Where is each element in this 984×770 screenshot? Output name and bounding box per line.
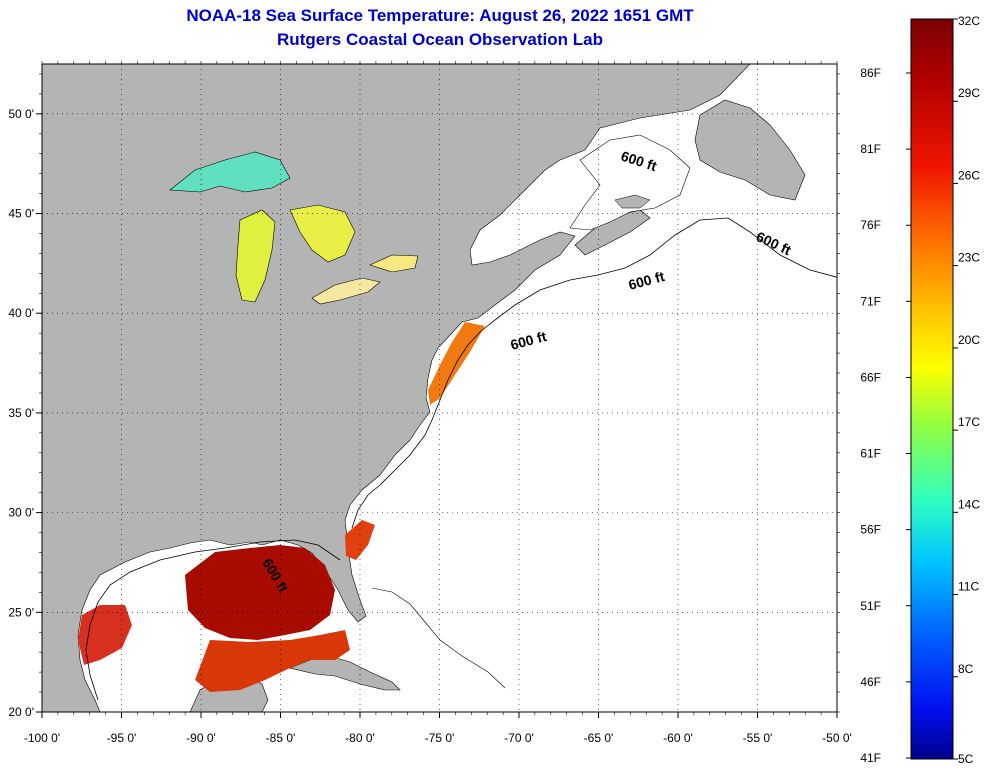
lon-tick-label: -50 0': [822, 731, 852, 745]
lon-tick-label: -60 0': [663, 731, 693, 745]
map-title: NOAA-18 Sea Surface Temperature: August …: [186, 6, 694, 25]
celsius-label: 5C: [958, 752, 974, 766]
lon-tick-label: -90 0': [186, 731, 216, 745]
fahrenheit-label: 81F: [860, 142, 881, 156]
lon-tick-label: -85 0': [266, 731, 296, 745]
lat-tick-label: 20 0': [8, 705, 34, 719]
north-america-land: [42, 64, 751, 712]
gulf-sst-dark: [185, 545, 335, 640]
depth-contour-bahamas: [371, 587, 506, 689]
lat-tick-label: 30 0': [8, 506, 34, 520]
lon-tick-label: -80 0': [345, 731, 375, 745]
fahrenheit-label: 76F: [860, 218, 881, 232]
lat-tick-label: 35 0': [8, 406, 34, 420]
graticule: [42, 64, 837, 712]
lake-michigan: [235, 209, 276, 303]
gulf-st-lawrence-water: [569, 134, 691, 231]
lon-tick-label: -75 0': [425, 731, 455, 745]
colorbar-ticks: 32C 29C 26C 23C 20C 17C 14C 11C 8C 5C 86F 81F 76F 71F…: [860, 14, 980, 766]
lat-tick-label: 45 0': [8, 207, 34, 221]
lake-huron: [289, 204, 356, 263]
temperature-colorbar: [910, 18, 954, 760]
lon-tick-label: -100 0': [24, 731, 60, 745]
fahrenheit-label: 86F: [860, 66, 881, 80]
gulf-sst-south: [195, 630, 350, 692]
fahrenheit-label: 61F: [860, 447, 881, 461]
newfoundland-land: [694, 99, 806, 201]
fahrenheit-label: 46F: [860, 675, 881, 689]
lon-tick-label: -65 0': [584, 731, 614, 745]
celsius-label: 20C: [958, 333, 980, 347]
celsius-label: 8C: [958, 662, 974, 676]
lon-tick-label: -55 0': [743, 731, 773, 745]
fahrenheit-label: 66F: [860, 370, 881, 384]
celsius-label: 23C: [958, 251, 980, 265]
celsius-label: 29C: [958, 86, 980, 100]
pei-land: [614, 194, 651, 209]
celsius-label: 11C: [958, 580, 979, 594]
fahrenheit-label: 56F: [860, 523, 881, 537]
fahrenheit-label: 51F: [860, 599, 881, 613]
celsius-label: 26C: [958, 168, 980, 182]
depth-contour-gulf: [85, 539, 341, 701]
celsius-label: 32C: [958, 14, 980, 28]
fahrenheit-label: 71F: [860, 294, 881, 308]
lat-tick-label: 50 0': [8, 107, 34, 121]
fahrenheit-label: 41F: [860, 751, 881, 765]
lake-ontario: [369, 254, 419, 273]
map-subtitle: Rutgers Coastal Ocean Observation Lab: [277, 30, 603, 49]
depth-contour: [351, 217, 837, 529]
lon-tick-label: -95 0': [107, 731, 137, 745]
lat-tick-label: 40 0': [8, 306, 34, 320]
celsius-label: 14C: [958, 497, 980, 511]
celsius-label: 17C: [958, 415, 980, 429]
lake-superior: [169, 151, 291, 193]
lat-tick-label: 25 0': [8, 605, 34, 619]
lake-erie: [311, 277, 381, 305]
axis-ticks: -100 0' -95 0' -90 0' -85 0' -80 0' -75 0' -70…: [8, 61, 852, 745]
lon-tick-label: -70 0': [504, 731, 534, 745]
